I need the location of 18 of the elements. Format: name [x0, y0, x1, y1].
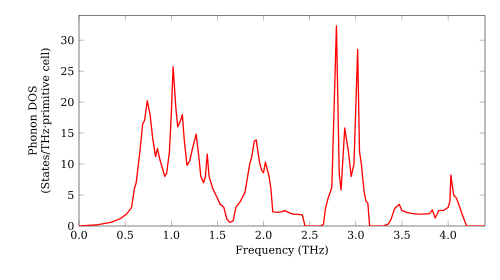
x-tick-label: 4.0	[440, 230, 456, 239]
x-axis-title: Frequency (THz)	[236, 245, 328, 256]
y-tick-label: 30	[61, 36, 74, 44]
y-tick-label: 5	[68, 190, 74, 200]
x-tick-label: 3.5	[394, 230, 410, 239]
x-tick-label: 1.0	[164, 230, 180, 239]
y-tick-label: 10	[62, 160, 74, 168]
y-tick-label: 20	[61, 98, 74, 106]
x-tick-label: 0.5	[117, 230, 133, 239]
x-tick-label: 2.5	[302, 230, 318, 239]
y-axis-title: Phonon DOS (States/THz·primitive cell)	[28, 48, 52, 193]
x-tick-label: 3.0	[348, 230, 364, 239]
x-tick-label: 1.5	[210, 230, 226, 239]
y-tick-label: 25	[61, 66, 74, 76]
y-tick-label: 0	[68, 222, 74, 230]
y-tick-label: 15	[62, 128, 74, 138]
x-tick-label: 0.0	[71, 230, 87, 239]
x-tick-label: 2.0	[256, 230, 272, 239]
